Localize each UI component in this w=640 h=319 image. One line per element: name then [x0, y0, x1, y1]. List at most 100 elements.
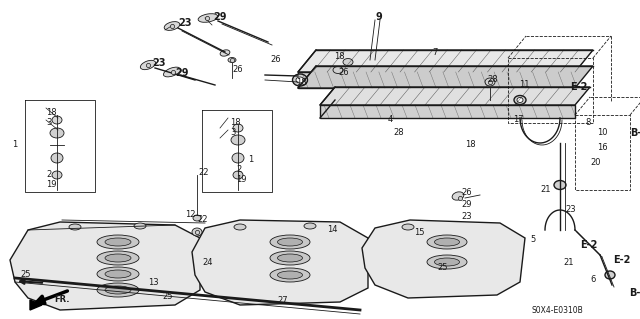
Text: 20: 20 — [590, 158, 600, 167]
Text: 29: 29 — [461, 200, 472, 209]
Polygon shape — [320, 87, 590, 105]
Text: 23: 23 — [461, 212, 472, 221]
Ellipse shape — [232, 153, 244, 163]
Text: 17: 17 — [513, 115, 524, 124]
Polygon shape — [320, 105, 575, 118]
Text: 28: 28 — [487, 75, 498, 84]
Polygon shape — [298, 50, 593, 72]
Ellipse shape — [233, 124, 243, 132]
Polygon shape — [30, 300, 42, 310]
Text: 25: 25 — [437, 263, 447, 272]
Text: E-2: E-2 — [570, 82, 588, 92]
Text: 29: 29 — [175, 68, 189, 78]
Ellipse shape — [231, 135, 245, 145]
Text: 3: 3 — [46, 118, 51, 127]
Ellipse shape — [163, 67, 180, 77]
Text: 13: 13 — [148, 278, 159, 287]
Ellipse shape — [278, 271, 303, 279]
Ellipse shape — [50, 128, 64, 138]
Ellipse shape — [485, 78, 495, 86]
Ellipse shape — [97, 235, 139, 249]
Text: 11: 11 — [519, 80, 529, 89]
Text: 9: 9 — [375, 12, 381, 22]
Ellipse shape — [105, 254, 131, 262]
Text: 18: 18 — [46, 108, 56, 117]
Ellipse shape — [452, 192, 464, 200]
Text: 29: 29 — [213, 12, 227, 22]
Text: 12: 12 — [185, 210, 195, 219]
Ellipse shape — [164, 22, 180, 30]
Text: 5: 5 — [530, 235, 535, 244]
Text: 21: 21 — [540, 185, 550, 194]
Ellipse shape — [605, 271, 615, 279]
Ellipse shape — [105, 238, 131, 246]
Text: 10: 10 — [597, 128, 607, 137]
Text: 22: 22 — [197, 215, 207, 224]
Ellipse shape — [51, 153, 63, 163]
Text: 21: 21 — [563, 258, 573, 267]
Ellipse shape — [427, 255, 467, 269]
Polygon shape — [298, 72, 575, 88]
Ellipse shape — [292, 74, 307, 86]
Ellipse shape — [97, 283, 139, 297]
Ellipse shape — [402, 224, 414, 230]
Text: FR.: FR. — [54, 295, 70, 304]
Ellipse shape — [52, 116, 62, 124]
Text: 26: 26 — [461, 188, 472, 197]
Text: 15: 15 — [414, 228, 424, 237]
Ellipse shape — [270, 268, 310, 282]
Text: S0X4-E0310B: S0X4-E0310B — [532, 306, 584, 315]
Ellipse shape — [134, 223, 146, 229]
Ellipse shape — [220, 50, 230, 56]
Text: 26: 26 — [270, 55, 280, 64]
Text: 14: 14 — [327, 225, 337, 234]
Text: 22: 22 — [198, 168, 209, 177]
Ellipse shape — [554, 181, 566, 189]
Ellipse shape — [228, 57, 236, 63]
Polygon shape — [298, 66, 593, 88]
Polygon shape — [362, 220, 525, 298]
Ellipse shape — [270, 235, 310, 249]
Ellipse shape — [52, 171, 62, 179]
Text: 25: 25 — [162, 292, 173, 301]
Ellipse shape — [278, 238, 303, 246]
Ellipse shape — [234, 224, 246, 230]
Text: 19: 19 — [46, 180, 56, 189]
Ellipse shape — [343, 58, 353, 65]
Text: 1: 1 — [12, 140, 17, 149]
Polygon shape — [10, 222, 200, 310]
Text: 7: 7 — [432, 48, 437, 57]
Text: 4: 4 — [388, 115, 393, 124]
Text: E-2: E-2 — [580, 240, 597, 250]
Ellipse shape — [517, 98, 523, 102]
Text: B-4: B-4 — [630, 128, 640, 138]
Text: 18: 18 — [334, 52, 344, 61]
Ellipse shape — [435, 258, 460, 266]
Ellipse shape — [278, 254, 303, 262]
Text: E-2: E-2 — [613, 255, 630, 265]
Ellipse shape — [97, 251, 139, 265]
Text: 3: 3 — [230, 128, 236, 137]
Text: 16: 16 — [597, 143, 607, 152]
Ellipse shape — [105, 270, 131, 278]
Polygon shape — [192, 220, 368, 305]
Ellipse shape — [233, 171, 243, 179]
Text: 18: 18 — [465, 140, 476, 149]
Ellipse shape — [193, 215, 201, 221]
Text: 23: 23 — [152, 58, 166, 68]
Text: 2: 2 — [236, 165, 241, 174]
Text: 18: 18 — [230, 118, 241, 127]
Text: 28: 28 — [393, 128, 404, 137]
Ellipse shape — [198, 14, 218, 22]
Text: 26: 26 — [338, 68, 349, 77]
Ellipse shape — [140, 60, 156, 70]
Text: 2: 2 — [46, 170, 51, 179]
Ellipse shape — [105, 286, 131, 294]
Text: 26: 26 — [232, 65, 243, 74]
Ellipse shape — [435, 238, 460, 246]
Text: 18: 18 — [296, 78, 307, 87]
Ellipse shape — [192, 228, 202, 236]
Text: 1: 1 — [248, 155, 253, 164]
Ellipse shape — [296, 77, 304, 83]
Ellipse shape — [427, 235, 467, 249]
